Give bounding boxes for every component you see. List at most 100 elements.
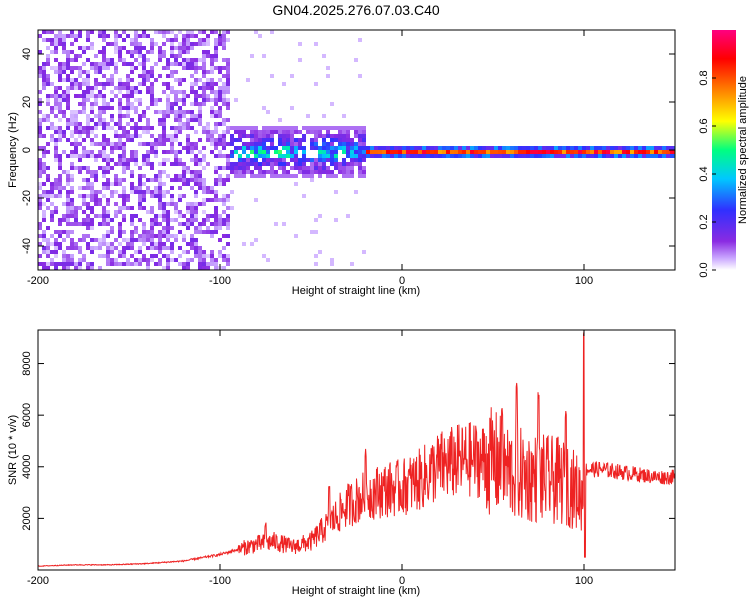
heatmap-cell — [138, 190, 142, 194]
heatmap-cell — [410, 154, 414, 158]
heatmap-cell — [54, 158, 58, 162]
heatmap-cell — [74, 130, 78, 134]
heatmap-cell — [122, 46, 126, 50]
heatmap-cell — [202, 230, 206, 234]
heatmap-cell — [238, 138, 242, 142]
heatmap-cell — [82, 234, 86, 238]
heatmap-cell — [218, 78, 222, 82]
heatmap-cell — [210, 142, 214, 146]
heatmap-cell — [154, 214, 158, 218]
heatmap-cell — [254, 166, 258, 170]
heatmap-cell — [350, 142, 354, 146]
heatmap-cell — [58, 102, 62, 106]
heatmap-cell — [198, 254, 202, 258]
heatmap-cell — [178, 106, 182, 110]
heatmap-cell — [138, 174, 142, 178]
heatmap-cell — [342, 138, 346, 142]
heatmap-cell — [146, 234, 150, 238]
heatmap-cell — [74, 262, 78, 266]
heatmap-cell — [114, 122, 118, 126]
heatmap-cell — [114, 38, 118, 42]
heatmap-cell — [170, 126, 174, 130]
heatmap-cell — [138, 194, 142, 198]
heatmap-cell — [170, 90, 174, 94]
heatmap-cell — [226, 166, 230, 170]
heatmap-cell — [190, 202, 194, 206]
heatmap-cell — [70, 150, 74, 154]
heatmap-cell — [170, 38, 174, 42]
heatmap-cell — [174, 258, 178, 262]
heatmap-cell — [162, 34, 166, 38]
heatmap-cell — [42, 86, 46, 90]
heatmap-cell — [314, 166, 318, 170]
heatmap-cell — [138, 258, 142, 262]
heatmap-cell — [506, 150, 510, 154]
heatmap-cell — [254, 154, 258, 158]
heatmap-cell — [334, 134, 338, 138]
heatmap-cell — [314, 82, 318, 86]
heatmap-cell — [102, 238, 106, 242]
heatmap-cell — [226, 130, 230, 134]
heatmap-cell — [218, 154, 222, 158]
heatmap-cell — [70, 86, 74, 90]
heatmap-cell — [146, 142, 150, 146]
heatmap-cell — [586, 154, 590, 158]
heatmap-cell — [150, 126, 154, 130]
heatmap-cell — [378, 154, 382, 158]
heatmap-cell — [118, 262, 122, 266]
heatmap-cell — [246, 166, 250, 170]
heatmap-cell — [294, 146, 298, 150]
heatmap-cell — [158, 110, 162, 114]
heatmap-cell — [134, 34, 138, 38]
heatmap-cell — [426, 146, 430, 150]
heatmap-cell — [98, 50, 102, 54]
heatmap-cell — [274, 174, 278, 178]
heatmap-cell — [74, 126, 78, 130]
heatmap-cell — [642, 150, 646, 154]
heatmap-cell — [182, 102, 186, 106]
heatmap-cell — [202, 94, 206, 98]
heatmap-cell — [94, 54, 98, 58]
heatmap-cell — [98, 166, 102, 170]
heatmap-cell — [86, 34, 90, 38]
heatmap-cell — [238, 158, 242, 162]
heatmap-cell — [50, 250, 54, 254]
heatmap-cell — [226, 254, 230, 258]
heatmap-cell — [174, 238, 178, 242]
heatmap-cell — [190, 142, 194, 146]
heatmap-cell — [102, 122, 106, 126]
heatmap-cell — [514, 146, 518, 150]
heatmap-cell — [202, 158, 206, 162]
heatmap-cell — [222, 210, 226, 214]
heatmap-cell — [634, 154, 638, 158]
heatmap-cell — [302, 146, 306, 150]
heatmap-cell — [326, 130, 330, 134]
heatmap-cell — [222, 42, 226, 46]
heatmap-cell — [86, 38, 90, 42]
heatmap-cell — [334, 190, 338, 194]
heatmap-cell — [58, 94, 62, 98]
heatmap-cell — [166, 262, 170, 266]
heatmap-cell — [222, 46, 226, 50]
heatmap-cell — [174, 118, 178, 122]
heatmap-cell — [58, 174, 62, 178]
heatmap-cell — [406, 154, 410, 158]
heatmap-cell — [378, 146, 382, 150]
heatmap-cell — [114, 146, 118, 150]
heatmap-cell — [50, 126, 54, 130]
heatmap-cell — [242, 166, 246, 170]
heatmap-cell — [214, 262, 218, 266]
colorbar-tick-label: 0.2 — [698, 214, 710, 229]
heatmap-cell — [74, 54, 78, 58]
y-tick-label: 20 — [21, 96, 33, 108]
heatmap-cell — [206, 98, 210, 102]
heatmap-cell — [210, 66, 214, 70]
heatmap-cell — [90, 126, 94, 130]
heatmap-cell — [62, 66, 66, 70]
heatmap-cell — [194, 194, 198, 198]
heatmap-cell — [58, 230, 62, 234]
heatmap-cell — [150, 234, 154, 238]
heatmap-cell — [198, 150, 202, 154]
heatmap-cell — [222, 86, 226, 90]
heatmap-cell — [38, 158, 42, 162]
